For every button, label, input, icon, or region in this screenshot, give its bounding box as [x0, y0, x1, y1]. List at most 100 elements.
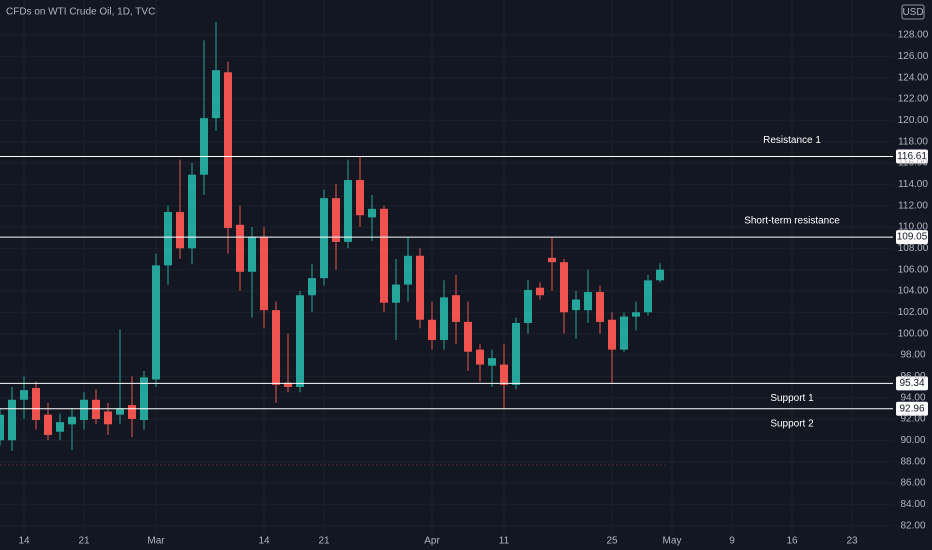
candle-body — [560, 262, 568, 313]
candle-body — [416, 255, 424, 320]
level-price-box — [896, 376, 928, 391]
x-tick-label: 16 — [786, 536, 798, 547]
level-price: 116.61 — [897, 151, 927, 162]
chart-title: CFDs on WTI Crude Oil, 1D, TVC — [6, 7, 155, 18]
y-tick-label: 110.00 — [898, 222, 928, 233]
level-price: 92.96 — [899, 403, 924, 414]
x-tick-label: 11 — [499, 536, 510, 547]
currency-box — [901, 4, 925, 20]
candle-body — [476, 349, 484, 365]
candle-body — [584, 292, 592, 311]
candle-body — [140, 377, 148, 421]
y-tick-label: 128.00 — [898, 30, 929, 41]
candle-body — [128, 405, 136, 419]
x-tick-label: 21 — [78, 536, 90, 547]
candle-body — [44, 414, 52, 435]
y-tick-label: 90.00 — [900, 435, 925, 446]
candle-body — [248, 236, 256, 272]
level-label: Support 2 — [770, 418, 814, 429]
candle-body — [524, 289, 532, 323]
candle-body — [188, 174, 196, 249]
candle-body — [212, 70, 220, 119]
x-tick-label: 9 — [729, 536, 735, 547]
level-price: 109.05 — [897, 232, 928, 243]
candle-body — [392, 284, 400, 303]
candle-body — [596, 292, 604, 322]
candle-body — [308, 278, 316, 296]
level-price-box — [896, 230, 928, 245]
level-price: 95.34 — [899, 378, 924, 389]
candle-body — [536, 287, 544, 296]
level-label: Resistance 1 — [763, 135, 821, 146]
levels: Resistance 1 116.61 Short-term resistance 1… — [0, 135, 928, 429]
candle-body — [608, 319, 616, 350]
candles — [0, 22, 664, 451]
y-tick-label: 86.00 — [900, 478, 925, 489]
y-tick-label: 106.00 — [898, 264, 929, 275]
candle-body — [20, 390, 28, 400]
level-label: Support 1 — [770, 393, 814, 404]
level-label: Short-term resistance — [744, 216, 840, 227]
candle-body — [632, 312, 640, 317]
candle-body — [356, 180, 364, 216]
x-tick-label: 14 — [18, 536, 30, 547]
y-tick-label: 126.00 — [898, 51, 929, 62]
y-tick-label: 104.00 — [898, 286, 929, 297]
candle-body — [572, 299, 580, 311]
candle-body — [260, 236, 268, 311]
y-tick-label: 84.00 — [900, 499, 925, 510]
axes: 82.00 84.00 86.00 88.00 90.00 92.00 94.00 96.00… — [18, 30, 928, 547]
candle-body — [0, 414, 4, 441]
y-tick-label: 122.00 — [898, 94, 929, 105]
candle-body — [272, 310, 280, 385]
candle-body — [68, 416, 76, 425]
candle-body — [464, 321, 472, 352]
y-tick-label: 118.00 — [898, 136, 928, 147]
candle-body — [104, 411, 112, 425]
candle-body — [332, 198, 340, 242]
candle-body — [116, 408, 124, 415]
y-tick-label: 92.00 — [900, 414, 925, 425]
x-tick-label: 14 — [258, 536, 270, 547]
candle-body — [344, 180, 352, 242]
y-tick-label: 108.00 — [898, 243, 929, 254]
level-price-box — [896, 149, 928, 164]
candle-body — [224, 72, 232, 229]
y-tick-label: 102.00 — [898, 307, 929, 318]
x-tick-label: Mar — [147, 536, 165, 547]
candle-body — [236, 224, 244, 272]
y-tick-label: 96.00 — [900, 371, 925, 382]
x-tick-label: 23 — [846, 536, 858, 547]
candle-body — [32, 388, 40, 421]
y-tick-label: 82.00 — [900, 520, 925, 531]
candle-body — [428, 319, 436, 341]
candle-body — [200, 118, 208, 175]
candle-body — [152, 265, 160, 380]
candle-body — [368, 208, 376, 218]
y-tick-label: 120.00 — [898, 115, 929, 126]
candle-body — [452, 295, 460, 322]
candle-body — [548, 257, 556, 263]
y-tick-label: 98.00 — [900, 350, 925, 361]
candle-body — [56, 422, 64, 432]
candle-body — [440, 297, 448, 341]
currency: USD — [902, 7, 923, 18]
candle-body — [320, 198, 328, 279]
y-tick-label: 114.00 — [898, 179, 928, 190]
candle-body — [620, 316, 628, 350]
candle-body — [404, 255, 412, 285]
candle-body — [656, 269, 664, 281]
candle-body — [164, 212, 172, 266]
candle-body — [296, 295, 304, 387]
x-tick-label: May — [663, 536, 682, 547]
y-tick-label: 94.00 — [900, 392, 925, 403]
candle-body — [644, 280, 652, 313]
y-tick-label: 112.00 — [898, 200, 928, 211]
candle-body — [284, 382, 292, 387]
candle-body — [92, 399, 100, 419]
candle-body — [512, 322, 520, 385]
x-tick-label: 25 — [606, 536, 618, 547]
candle-body — [80, 399, 88, 421]
level-price-box — [896, 401, 928, 416]
